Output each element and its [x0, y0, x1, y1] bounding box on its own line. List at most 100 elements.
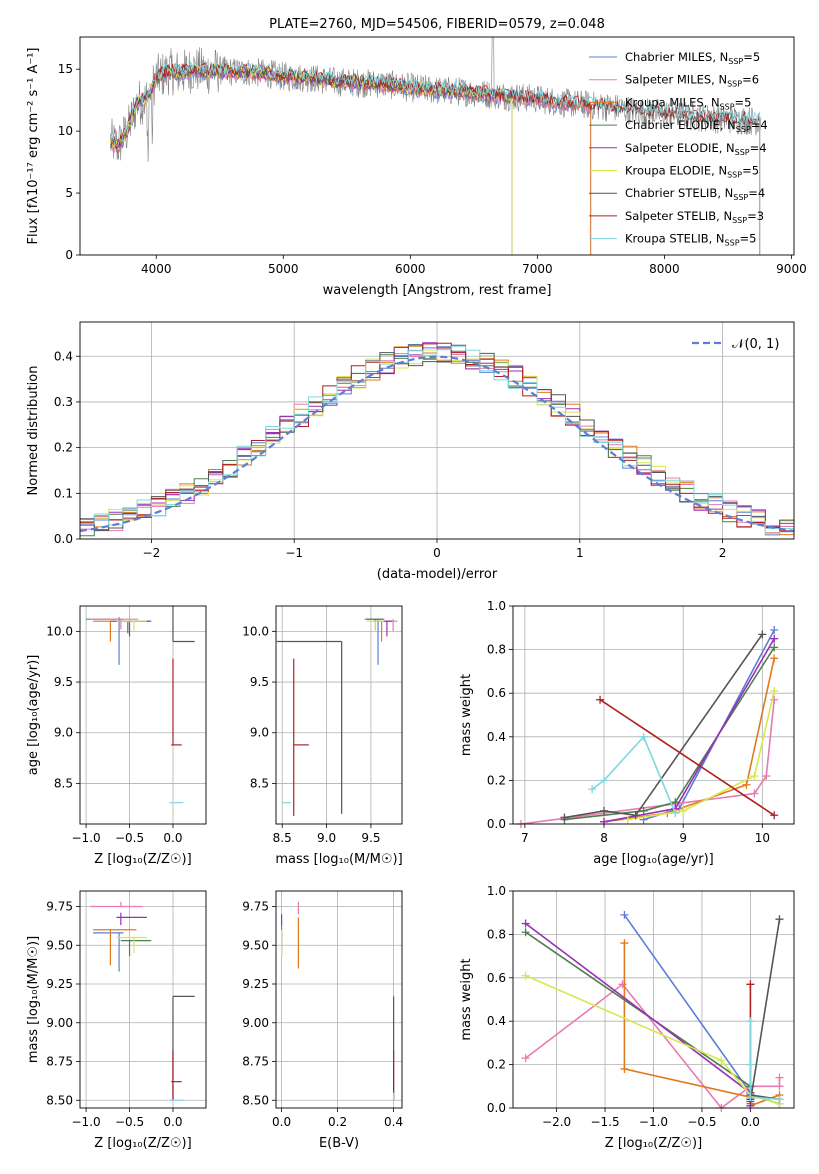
weight-line: [749, 919, 781, 1102]
x-tick-label: 9.0: [317, 831, 336, 845]
x-tick-label: −0.5: [687, 1115, 716, 1129]
y-tick-label: 9.0: [250, 726, 269, 740]
legend-label: Kroupa MILES, NSSP=5: [625, 95, 751, 111]
y-axis-label: mass weight: [459, 958, 474, 1040]
y-tick-label: 0.6: [487, 971, 506, 985]
y-tick-label: 0.2: [487, 773, 506, 787]
weight-marker: [770, 643, 779, 652]
y-tick-label: 1.0: [487, 884, 506, 898]
legend-label: Salpeter ELODIE, NSSP=4: [625, 141, 767, 157]
model-spectrum-line: [110, 60, 761, 255]
x-tick-label: 7: [521, 831, 529, 845]
y-tick-label: 8.75: [46, 1055, 73, 1069]
weight-marker: [775, 915, 784, 924]
y-tick-label: 9.00: [46, 1016, 73, 1030]
x-axis-label: Z [log₁₀(Z/Z☉)]: [94, 1136, 191, 1151]
x-tick-label: 0.2: [328, 1115, 347, 1129]
histogram-steps: [80, 344, 794, 532]
x-tick-label: 6000: [395, 262, 426, 276]
histogram-steps: [80, 342, 794, 532]
x-tick-label: 8.5: [273, 831, 292, 845]
y-tick-label: 0.0: [487, 1101, 506, 1115]
x-tick-label: −1.5: [590, 1115, 619, 1129]
weight-marker: [620, 1064, 629, 1073]
weight-line: [525, 983, 781, 1108]
histogram-steps: [80, 345, 794, 530]
x-tick-label: 4000: [141, 262, 172, 276]
weight-marker: [746, 980, 755, 989]
x-tick-label: 2: [719, 546, 727, 560]
weight-marker: [623, 815, 632, 824]
weight-marker: [717, 1056, 726, 1065]
x-tick-label: −1.0: [72, 1115, 101, 1129]
y-tick-label: 9.50: [46, 938, 73, 952]
x-tick-label: −1: [285, 546, 303, 560]
axes-frame: [79, 890, 207, 1109]
weight-marker: [762, 772, 771, 781]
weight-marker: [750, 772, 759, 781]
model-spectrum-line: [110, 65, 592, 255]
y-tick-label: 10: [58, 124, 73, 138]
y-tick-label: 0.0: [487, 817, 506, 831]
weight-marker: [679, 806, 688, 815]
y-tick-label: 5: [65, 186, 73, 200]
weight-marker: [600, 806, 609, 815]
y-tick-label: 0.3: [54, 395, 73, 409]
x-tick-label: 9: [679, 831, 687, 845]
weight-line: [591, 735, 677, 814]
y-tick-label: 10.0: [242, 624, 269, 638]
x-tick-label: 7000: [522, 262, 553, 276]
x-tick-label: 0.0: [163, 831, 182, 845]
weight-marker: [588, 785, 597, 794]
legend-label: Chabrier MILES, NSSP=5: [625, 50, 760, 66]
x-tick-label: −0.5: [115, 1115, 144, 1129]
y-tick-label: 0.8: [487, 643, 506, 657]
legend-label: Salpeter STELIB, NSSP=3: [625, 209, 764, 225]
y-axis-label: mass weight: [459, 674, 474, 756]
age-vs-mass-panel: 8.5 9.0 9.5 8.5 9.0 9.5 10.0 mass [log₁₀(M/M☉)]: [242, 605, 403, 867]
y-tick-label: 0.0: [54, 532, 73, 546]
weight-marker: [770, 654, 779, 663]
weight-line: [520, 699, 775, 824]
residuals-panel: −2 −1 0 1 2 0.0 0.1 0.2 0.3 0.4 (data-model)/error…: [26, 321, 795, 582]
weight-marker: [671, 809, 680, 818]
model-spectrum-line: [110, 62, 513, 255]
y-tick-label: 0.6: [487, 686, 506, 700]
x-axis-label: mass [log₁₀(M/M☉)]: [275, 852, 402, 867]
legend-label: Salpeter MILES, NSSP=6: [625, 73, 759, 89]
y-tick-label: 8.5: [250, 776, 269, 790]
y-axis-label: age [log₁₀(age/yr)]: [26, 655, 41, 776]
x-tick-label: 9.5: [361, 831, 380, 845]
weight-marker: [770, 687, 779, 696]
weight-marker: [750, 789, 759, 798]
y-tick-label: 15: [58, 62, 73, 76]
y-tick-label: 9.75: [46, 900, 73, 914]
axes-frame: [79, 36, 795, 256]
y-tick-label: 0.4: [487, 1014, 506, 1028]
y-axis-label: Normed distribution: [26, 366, 41, 496]
axes-frame: [512, 605, 795, 825]
y-axis-label: Flux [fλ10⁻¹⁷ erg cm⁻² s⁻¹ A⁻¹]: [26, 48, 41, 245]
y-tick-label: 8.5: [54, 776, 73, 790]
age-vs-z-panel: −1.0 −0.5 0.0 8.5 9.0 9.5 10.0 Z [log₁₀(Z/Z☉)] a…: [26, 605, 207, 867]
weight-vs-z-panel: −2.0 −1.5 −1.0 −0.5 0.0 0.0 0.2 0.4 0.6 0.8 1.0 Z […: [459, 884, 795, 1151]
x-tick-label: −2: [143, 546, 161, 560]
weight-line: [525, 974, 780, 1105]
legend-label: 𝒩(0, 1): [732, 337, 779, 352]
x-tick-label: −1.0: [72, 831, 101, 845]
x-tick-label: 8: [600, 831, 608, 845]
y-tick-label: 0: [65, 248, 73, 262]
y-tick-label: 9.25: [242, 977, 269, 991]
x-axis-label: (data-model)/error: [377, 567, 498, 582]
y-tick-label: 0.8: [487, 927, 506, 941]
weight-marker: [746, 1017, 755, 1026]
weight-marker: [770, 811, 779, 820]
y-tick-label: 9.25: [46, 977, 73, 991]
y-tick-label: 9.5: [250, 675, 269, 689]
chart-title: PLATE=2760, MJD=54506, FIBERID=0579, z=0…: [269, 17, 605, 32]
legend-label: Kroupa STELIB, NSSP=5: [625, 232, 756, 248]
axes-frame: [275, 890, 403, 1109]
x-axis-label: wavelength [Angstrom, rest frame]: [323, 283, 552, 298]
weight-vs-age-panel: 7 8 9 10 0.0 0.2 0.4 0.6 0.8 1.0 age [log₁₀(age/yr…: [459, 599, 795, 867]
y-tick-label: 8.50: [46, 1093, 73, 1107]
